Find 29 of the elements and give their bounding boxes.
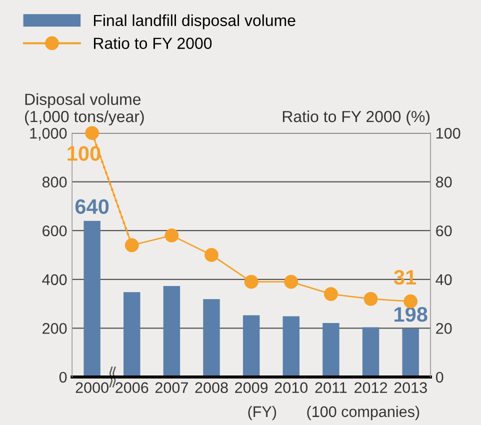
x-tick-label: 2006 bbox=[116, 382, 148, 394]
legend-label: Final landfill disposal volume bbox=[94, 14, 296, 30]
data-label: 640 bbox=[75, 199, 109, 214]
y2-tick-label: 80 bbox=[436, 176, 452, 188]
y2-tick-label: 100 bbox=[436, 128, 460, 139]
text: (FY) bbox=[248, 406, 276, 420]
y-tick-label: 600 bbox=[42, 225, 67, 236]
x-tick-label: 2010 bbox=[274, 382, 308, 394]
x-tick-label: 2008 bbox=[195, 382, 228, 394]
data-label: 198 bbox=[394, 307, 428, 322]
y-axis-title: Disposal volume (1,000 tons/year) bbox=[25, 93, 144, 126]
y2-axis-title: Ratio to FY 2000 (%) bbox=[282, 110, 430, 126]
x-tick-label: 2011 bbox=[315, 382, 347, 394]
y2-tick-label: 20 bbox=[436, 323, 452, 334]
y-tick-label: 0 bbox=[59, 372, 67, 383]
x-tick-label: 2009 bbox=[235, 382, 268, 394]
x-tick-label: 2012 bbox=[354, 382, 387, 394]
x-tick-label: 2013 bbox=[394, 382, 427, 394]
x-tick-label: 2007 bbox=[155, 382, 188, 394]
y-tick-label: 400 bbox=[42, 274, 67, 286]
y-tick-label: 200 bbox=[42, 323, 67, 334]
y2-tick-label: 0 bbox=[436, 372, 444, 383]
text: (100 companies) bbox=[307, 406, 420, 420]
x-tick-label: 2000 bbox=[76, 382, 108, 394]
y-tick-label: 1,000 bbox=[30, 128, 67, 141]
legend-label: Ratio to FY 2000 bbox=[94, 37, 212, 49]
y2-tick-label: 40 bbox=[436, 274, 452, 286]
y-tick-label: 800 bbox=[42, 176, 67, 188]
y2-tick-label: 60 bbox=[436, 225, 452, 236]
